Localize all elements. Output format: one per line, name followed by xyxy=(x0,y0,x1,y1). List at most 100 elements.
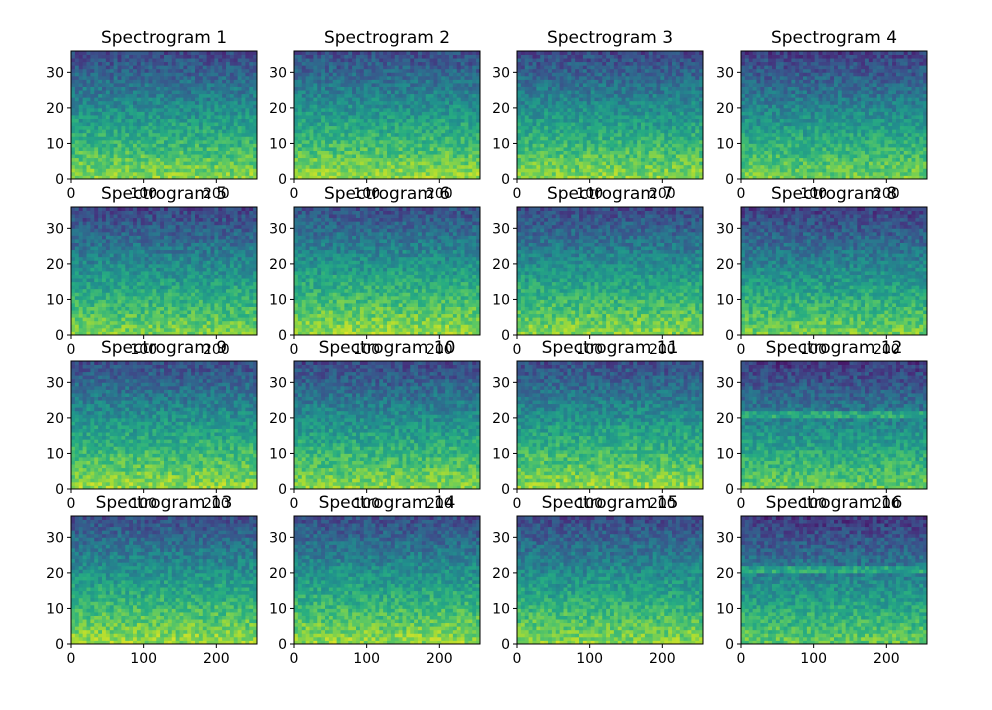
spectrogram-cell xyxy=(144,125,149,130)
spectrogram-cell xyxy=(387,65,392,70)
spectrogram-cell xyxy=(582,132,588,137)
spectrogram-cell xyxy=(245,65,250,70)
spectrogram-cell xyxy=(144,157,149,162)
spectrogram-cell xyxy=(90,65,95,70)
spectrogram-cell xyxy=(359,68,365,73)
spectrogram-cell xyxy=(105,72,111,77)
spectrogram-cell xyxy=(109,51,115,55)
spectrogram-cell xyxy=(425,65,431,70)
spectrogram-cell xyxy=(348,93,353,98)
spectrogram-cell xyxy=(668,72,673,77)
spectrogram-cell xyxy=(602,79,607,84)
spectrogram-cell xyxy=(352,111,357,116)
spectrogram-cell xyxy=(606,83,611,87)
spectrogram-cell xyxy=(90,86,95,91)
spectrogram-cell xyxy=(187,86,192,91)
spectrogram-cell xyxy=(102,104,107,109)
spectrogram-cell xyxy=(452,83,458,87)
spectrogram-cell xyxy=(633,107,638,112)
spectrogram-cell xyxy=(117,150,122,155)
spectrogram-cell xyxy=(148,107,153,112)
spectrogram-cell xyxy=(567,100,572,105)
spectrogram-cell xyxy=(160,83,165,87)
spectrogram-cell xyxy=(133,75,138,80)
spectrogram-cell xyxy=(555,122,561,127)
spectrogram-cell xyxy=(691,150,696,155)
spectrogram-cell xyxy=(472,61,477,66)
spectrogram-cell xyxy=(226,122,231,127)
spectrogram-cell xyxy=(452,58,458,63)
spectrogram-cell xyxy=(406,168,411,173)
spectrogram-cell xyxy=(183,168,188,173)
spectrogram-cell xyxy=(175,125,180,130)
spectrogram-cell xyxy=(98,175,103,180)
spectrogram-cell xyxy=(524,129,530,134)
spectrogram-cell xyxy=(590,86,595,91)
spectrogram-cell xyxy=(226,115,231,119)
spectrogram-cell xyxy=(648,79,654,84)
spectrogram-cell xyxy=(464,111,469,116)
spectrogram-cell xyxy=(71,125,76,130)
spectrogram-cell xyxy=(445,51,450,55)
spectrogram-cell xyxy=(536,125,541,130)
spectrogram-cell xyxy=(187,118,192,123)
spectrogram-cell xyxy=(144,171,149,176)
spectrogram-cell xyxy=(582,90,588,95)
spectrogram-cell xyxy=(536,65,541,70)
spectrogram-cell xyxy=(617,157,623,162)
spectrogram-cell xyxy=(524,175,530,180)
spectrogram-cell xyxy=(214,58,219,63)
spectrogram-cell xyxy=(125,61,130,66)
spectrogram-cell xyxy=(437,168,442,173)
spectrogram-cell xyxy=(133,122,138,127)
spectrogram-cell xyxy=(687,111,692,116)
spectrogram-cell xyxy=(540,72,545,77)
spectrogram-cell xyxy=(109,132,115,137)
spectrogram-cell xyxy=(313,157,318,162)
spectrogram-cell xyxy=(610,161,615,166)
spectrogram-cell xyxy=(402,90,407,95)
spectrogram-cell xyxy=(524,72,530,77)
spectrogram-cell xyxy=(332,118,338,123)
spectrogram-cell xyxy=(129,171,134,176)
spectrogram-cell xyxy=(317,175,322,180)
spectrogram-cell xyxy=(133,61,138,66)
spectrogram-cell xyxy=(356,125,361,130)
spectrogram-cell xyxy=(699,72,704,77)
spectrogram-cell xyxy=(555,125,561,130)
spectrogram-cell xyxy=(375,58,380,63)
spectrogram-cell xyxy=(468,61,473,66)
spectrogram-cell xyxy=(113,143,118,148)
spectrogram-cell xyxy=(691,147,696,151)
spectrogram-cell xyxy=(575,147,580,151)
spectrogram-cell xyxy=(305,125,310,130)
spectrogram-cell xyxy=(402,122,407,127)
spectrogram-cell xyxy=(633,161,638,166)
spectrogram-cell xyxy=(524,83,530,87)
spectrogram-cell xyxy=(445,171,450,176)
spectrogram-cell xyxy=(476,86,481,91)
spectrogram-cell xyxy=(644,79,650,84)
spectrogram-cell xyxy=(610,79,615,84)
spectrogram-cell xyxy=(121,164,126,169)
spectrogram-cell xyxy=(648,171,654,176)
spectrogram-cell xyxy=(352,61,357,66)
spectrogram-cell xyxy=(613,79,619,84)
spectrogram-cell xyxy=(433,132,438,137)
spectrogram-cell xyxy=(214,72,219,77)
spectrogram-cell xyxy=(532,125,537,130)
spectrogram-cell xyxy=(183,129,188,134)
spectrogram-cell xyxy=(579,86,584,91)
spectrogram-cell xyxy=(94,86,99,91)
spectrogram-cell xyxy=(191,72,196,77)
spectrogram-cell xyxy=(468,86,473,91)
spectrogram-cell xyxy=(156,175,161,180)
spectrogram-cell xyxy=(245,125,250,130)
spectrogram-cell xyxy=(464,143,469,148)
spectrogram-cell xyxy=(187,125,192,130)
spectrogram-cell xyxy=(226,175,231,180)
spectrogram-cell xyxy=(398,51,403,55)
spectrogram-cell xyxy=(468,68,473,73)
spectrogram-cell xyxy=(198,79,204,84)
spectrogram-cell xyxy=(683,139,688,144)
